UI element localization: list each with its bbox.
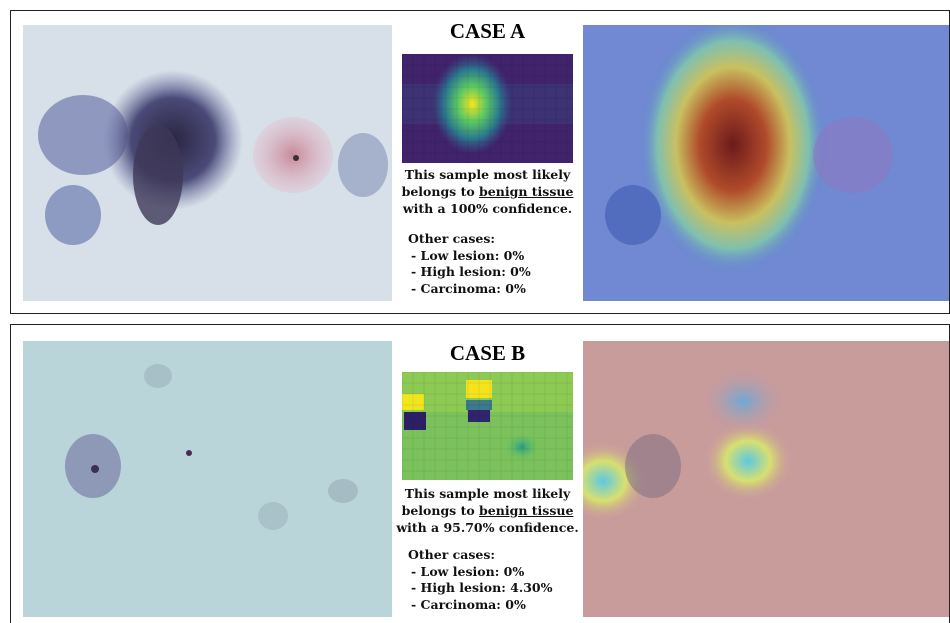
case-panel: CASE A This sample most likely belongs t… xyxy=(10,10,950,314)
other-case: - Carcinoma: 0% xyxy=(408,597,588,614)
other-cases-heading: Other cases: xyxy=(408,547,588,564)
other-case: - Carcinoma: 0% xyxy=(408,281,588,298)
caption-line: with a 95.70% confidence. xyxy=(392,519,583,536)
caption: This sample most likely belongs to benig… xyxy=(392,485,583,536)
caption-text: belongs to xyxy=(402,184,479,199)
case-title: CASE B xyxy=(392,341,583,366)
caption-line: This sample most likely xyxy=(392,166,583,183)
caption: This sample most likely belongs to benig… xyxy=(392,166,583,217)
heatmap xyxy=(402,372,573,480)
other-cases: Other cases: - Low lesion: 0% - High les… xyxy=(408,231,588,297)
microscopy-image xyxy=(23,25,392,301)
overlay-image xyxy=(583,25,950,301)
overlay-image xyxy=(583,341,950,617)
caption-emphasis: benign tissue xyxy=(479,503,573,518)
microscopy-image xyxy=(23,341,392,617)
other-cases: Other cases: - Low lesion: 0% - High les… xyxy=(408,547,588,613)
case-panel: CASE B This sample most likely belongs t… xyxy=(10,324,950,623)
other-case: - Low lesion: 0% xyxy=(408,248,588,265)
page: CASE A This sample most likely belongs t… xyxy=(0,0,950,623)
case-title: CASE A xyxy=(392,19,583,44)
other-case: - High lesion: 4.30% xyxy=(408,580,588,597)
caption-emphasis: benign tissue xyxy=(479,184,573,199)
caption-line: belongs to benign tissue xyxy=(392,502,583,519)
caption-text: belongs to xyxy=(402,503,479,518)
other-cases-heading: Other cases: xyxy=(408,231,588,248)
other-case: - High lesion: 0% xyxy=(408,264,588,281)
caption-line: belongs to benign tissue xyxy=(392,183,583,200)
heatmap xyxy=(402,54,573,163)
caption-line: with a 100% confidence. xyxy=(392,200,583,217)
caption-line: This sample most likely xyxy=(392,485,583,502)
other-case: - Low lesion: 0% xyxy=(408,564,588,581)
